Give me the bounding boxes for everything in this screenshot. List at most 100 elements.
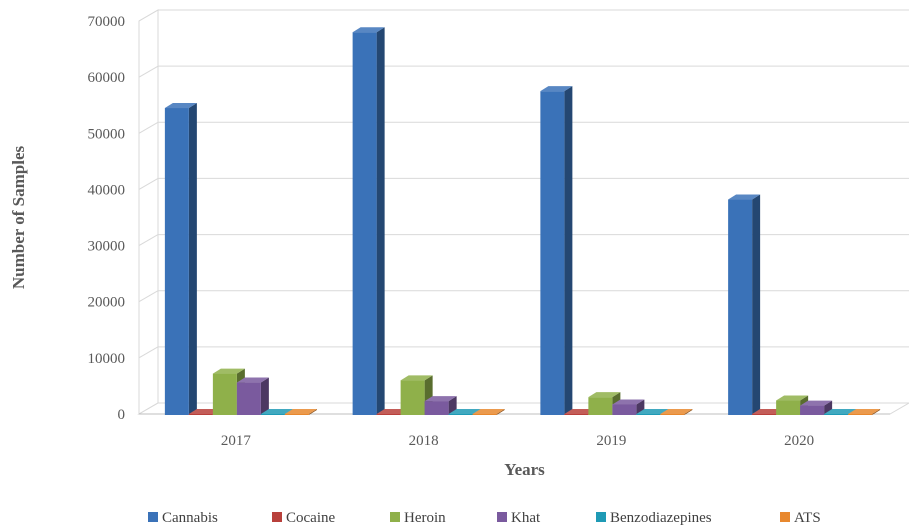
- bar-top: [540, 86, 573, 92]
- bar: [236, 377, 269, 415]
- x-tick-label: 2018: [409, 433, 439, 449]
- bars: [164, 27, 881, 416]
- bar-top: [472, 409, 505, 414]
- bar-top: [400, 375, 433, 381]
- bar: [284, 409, 317, 415]
- bar-side: [308, 409, 317, 415]
- bar-front: [612, 404, 637, 415]
- bar-front: [164, 108, 189, 416]
- bar-top: [776, 395, 809, 401]
- y-tick-label: 10000: [88, 351, 126, 367]
- legend-label: ATS: [794, 510, 821, 526]
- bar-front: [752, 414, 777, 415]
- bar: [352, 27, 385, 415]
- x-axis-ticks: 2017 2018 2019 2020: [221, 433, 814, 449]
- bar: [164, 103, 197, 416]
- bar: [472, 409, 505, 415]
- legend: Cannabis Cocaine Heroin Khat Benzodiazepines…: [148, 510, 821, 526]
- y-tick-label: 40000: [88, 182, 126, 198]
- bar-top: [660, 409, 693, 414]
- side-wall: [138, 9, 159, 415]
- legend-item: Khat: [497, 510, 541, 526]
- bar: [660, 409, 693, 415]
- bar-front: [636, 414, 661, 415]
- side-gridline: [138, 290, 159, 303]
- legend-item: ATS: [780, 510, 821, 526]
- bar: [540, 86, 573, 415]
- bar-front: [424, 401, 449, 415]
- side-gridline: [138, 346, 159, 359]
- bar-side: [752, 194, 761, 415]
- legend-swatch: [390, 512, 400, 522]
- legend-swatch: [272, 512, 282, 522]
- side-gridline: [138, 234, 159, 247]
- y-tick-label: 60000: [88, 70, 126, 86]
- side-gridline: [138, 177, 159, 190]
- bar-top: [824, 409, 857, 414]
- bar-side: [564, 86, 573, 415]
- bar-front: [212, 373, 237, 415]
- bar-top: [588, 392, 621, 398]
- bar-front: [284, 414, 309, 415]
- bar-side: [684, 409, 693, 415]
- legend-label: Khat: [511, 510, 541, 526]
- bar-side: [260, 377, 269, 415]
- legend-swatch: [596, 512, 606, 522]
- bar-side: [188, 103, 197, 416]
- y-tick-label: 20000: [88, 295, 126, 311]
- bar-top: [284, 409, 317, 414]
- chart-walls: [137, 9, 909, 415]
- bar-front: [540, 91, 565, 415]
- bar-top: [612, 399, 645, 405]
- legend-item: Cocaine: [272, 510, 335, 526]
- legend-item: Cannabis: [148, 510, 218, 526]
- legend-item: Benzodiazepines: [596, 510, 712, 526]
- bar-top: [164, 103, 197, 109]
- legend-label: Benzodiazepines: [610, 510, 712, 526]
- legend-swatch: [780, 512, 790, 522]
- bar-front: [400, 380, 425, 415]
- bar-top: [636, 409, 669, 414]
- gridlines: [138, 9, 909, 415]
- side-gridline: [138, 121, 159, 134]
- bar-front: [236, 382, 261, 415]
- bar-top: [448, 409, 481, 414]
- y-tick-label: 0: [118, 407, 126, 423]
- legend-label: Cannabis: [162, 510, 218, 526]
- bar-top: [848, 409, 881, 414]
- bar-side: [376, 27, 385, 415]
- bar-top: [424, 396, 457, 402]
- bar: [800, 400, 833, 415]
- y-tick-label: 30000: [88, 239, 126, 255]
- bar-front: [588, 397, 613, 415]
- bar-top: [212, 368, 245, 374]
- legend-swatch: [148, 512, 158, 522]
- bar-front: [448, 414, 473, 415]
- bar-front: [848, 414, 873, 415]
- bar-top: [260, 409, 293, 414]
- x-tick-label: 2019: [596, 433, 626, 449]
- bar-front: [260, 414, 285, 415]
- side-gridline: [138, 402, 159, 415]
- bar-front: [564, 414, 589, 415]
- bar-front: [188, 414, 213, 415]
- bar-front: [824, 414, 849, 415]
- legend-item: Heroin: [390, 510, 446, 526]
- bar-front: [800, 405, 825, 415]
- legend-label: Heroin: [404, 510, 446, 526]
- y-tick-label: 70000: [88, 14, 126, 30]
- bar-front: [472, 414, 497, 415]
- bar-top: [728, 194, 761, 200]
- legend-label: Cocaine: [286, 510, 335, 526]
- bar: [400, 375, 433, 415]
- bar-side: [872, 409, 881, 415]
- bar: [848, 409, 881, 415]
- side-gridline: [138, 65, 159, 78]
- bar-side: [496, 409, 505, 415]
- x-axis-title: Years: [504, 460, 545, 479]
- bar-top: [352, 27, 385, 33]
- y-axis-title: Number of Samples: [9, 145, 28, 289]
- side-gridline: [138, 9, 159, 22]
- bar-side: [824, 400, 833, 415]
- bar-front: [376, 414, 401, 415]
